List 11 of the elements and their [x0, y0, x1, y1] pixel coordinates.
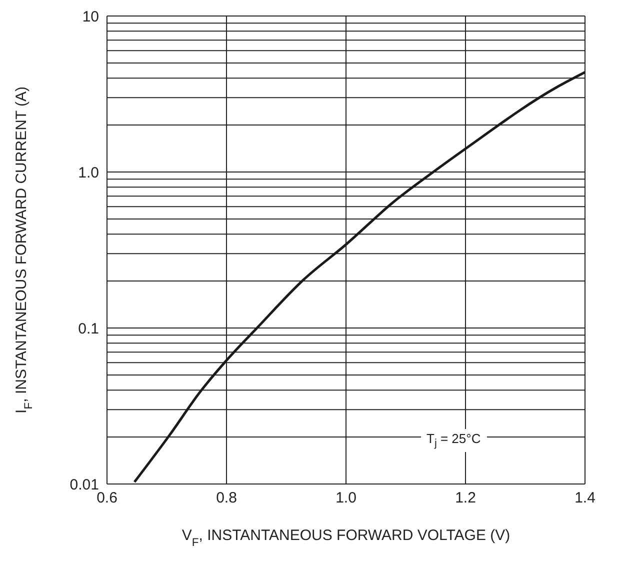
annotation: T$_{j}$ = 25°C	[420, 429, 487, 452]
x-tick-label: 0.6	[96, 490, 118, 507]
x-tick-label: 1.4	[574, 490, 596, 507]
x-axis-title: V$_{F}$, INSTANTANEOUS FORWARD VOLTAGE (V)	[182, 527, 510, 549]
y-tick-label: 10	[82, 8, 99, 26]
y-tick-label: 1.0	[78, 164, 99, 182]
x-tick-label: 1.0	[336, 490, 356, 507]
y-tick-label: 0.01	[70, 476, 99, 494]
x-tick-label: 0.8	[216, 490, 237, 507]
y-tick-label: 0.1	[78, 320, 99, 338]
x-tick-label: 1.2	[455, 490, 476, 507]
